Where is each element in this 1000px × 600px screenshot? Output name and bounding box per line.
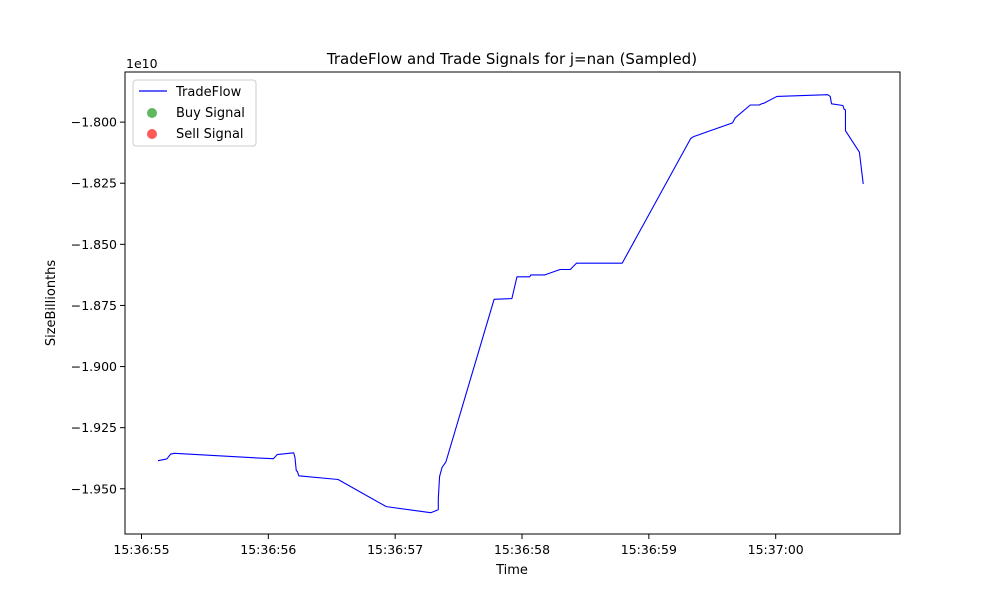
legend-swatch-sell-signal (147, 129, 157, 139)
x-tick-label: 15:36:57 (367, 542, 423, 557)
x-tick-label: 15:37:00 (748, 542, 804, 557)
legend-label-sell-signal: Sell Signal (176, 127, 244, 142)
y-offset-text: 1e10 (126, 56, 158, 71)
x-tick-label: 15:36:59 (621, 542, 677, 557)
series-layer (157, 94, 864, 514)
y-tick-label: −1.900 (71, 359, 117, 374)
y-tick-label: −1.850 (71, 237, 117, 252)
legend: TradeFlow Buy Signal Sell Signal (132, 79, 257, 147)
y-tick-label: −1.800 (71, 115, 117, 130)
y-tick-label: −1.825 (71, 176, 117, 191)
y-tick-label: −1.925 (71, 420, 117, 435)
legend-swatch-buy-signal (147, 108, 157, 118)
y-tick-label: −1.950 (71, 481, 117, 496)
x-axis-label: Time (495, 563, 528, 578)
plot-area-frame (124, 71, 901, 535)
x-tick-label: 15:36:58 (494, 542, 550, 557)
chart-title: TradeFlow and Trade Signals for j=nan (S… (326, 50, 697, 68)
y-tick-label: −1.875 (71, 298, 117, 313)
x-tick-label: 15:36:55 (113, 542, 169, 557)
x-tick-label: 15:36:56 (240, 542, 296, 557)
y-axis: −1.800 −1.825 −1.850 −1.875 −1.900 −1.925 −1.9… (71, 115, 125, 496)
legend-box (132, 79, 257, 147)
legend-label-tradeflow: TradeFlow (175, 85, 242, 100)
series-line-tradeflow (157, 94, 864, 514)
legend-label-buy-signal: Buy Signal (176, 106, 245, 121)
y-axis-label: SizeBillionths (44, 260, 59, 347)
x-axis: 15:36:55 15:36:56 15:36:57 15:36:58 15:36:59… (113, 534, 804, 557)
